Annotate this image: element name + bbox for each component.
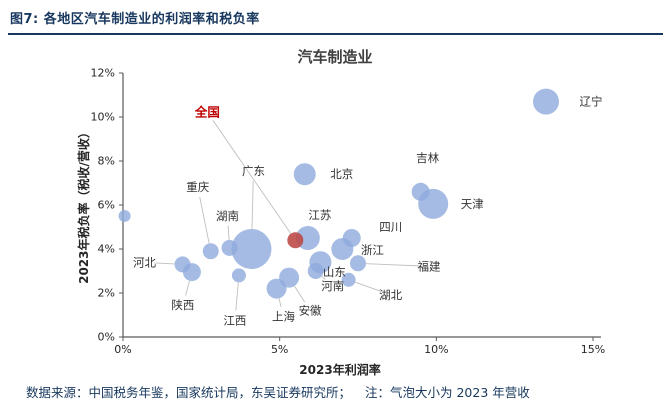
bubble-henan <box>307 263 324 279</box>
leader-line-fujian <box>365 263 420 267</box>
bubble-size-note: 注：气泡大小为 2023 年营收 <box>365 385 530 400</box>
label-jilin: 吉林 <box>416 151 439 165</box>
leader-line-jiangxi <box>235 282 239 311</box>
y-tick-label: 0% <box>98 331 115 344</box>
figure-header: 图7: 各地区汽车制造业的利润率和税负率 <box>8 6 663 35</box>
bubble-fujian <box>350 255 366 272</box>
label-jiangxi: 江西 <box>223 313 246 327</box>
label-zhejiang: 浙江 <box>361 243 384 257</box>
label-chongqing: 重庆 <box>186 180 209 194</box>
leader-line-guangdong <box>251 180 254 230</box>
label-henan: 河南 <box>321 279 344 293</box>
chart-title: 汽车制造业 <box>297 48 372 66</box>
leader-line-henan <box>321 275 326 280</box>
x-tick-label: 15% <box>581 343 605 356</box>
leader-line-chongqing <box>199 196 210 244</box>
label-fujian: 福建 <box>418 259 441 273</box>
leader-line-shaanxi <box>185 280 190 296</box>
y-tick-label: 4% <box>98 243 115 256</box>
y-tick-label: 6% <box>98 199 115 212</box>
leader-line-hunan <box>227 225 230 240</box>
leader-line-quanguo <box>212 120 292 234</box>
data-source-text: 数据来源：中国税务年鉴，国家统计局，东吴证券研究所； <box>26 385 352 400</box>
bubble-hubei <box>341 272 356 287</box>
y-tick-label: 8% <box>98 155 115 168</box>
label-tianjin: 天津 <box>461 197 484 211</box>
leader-line-anhui <box>294 285 306 303</box>
bubble-quanguo <box>287 232 304 249</box>
label-guangdong: 广东 <box>242 164 265 178</box>
y-tick-label: 10% <box>91 111 115 124</box>
bubble-jiangxi <box>231 268 246 283</box>
label-shanghai: 上海 <box>272 310 295 324</box>
y-axis-title: 2023年税负率（税收/营收） <box>76 126 91 284</box>
bubble-edge-small <box>118 210 131 222</box>
bubble-beijing <box>293 163 316 186</box>
x-tick-label: 10% <box>424 343 448 356</box>
bubble-hunan <box>221 239 238 256</box>
label-hubei: 湖北 <box>379 288 402 302</box>
bubble-sichuan <box>342 229 361 247</box>
label-jiangsu: 江苏 <box>308 208 331 222</box>
figure-title: 图7: 各地区汽车制造业的利润率和税负率 <box>10 12 260 27</box>
label-shaanxi: 陕西 <box>171 298 194 312</box>
leader-line-hebei <box>154 262 175 265</box>
label-sichuan: 四川 <box>379 220 402 234</box>
x-axis-title: 2023年利润率 <box>299 362 380 377</box>
label-liaoning: 辽宁 <box>580 95 603 109</box>
leader-line-hubei <box>355 281 382 292</box>
label-shandong: 山东 <box>323 265 346 279</box>
bubble-liaoning <box>533 88 559 115</box>
label-quanguo: 全国 <box>194 105 220 120</box>
bubble-guangdong <box>231 229 272 269</box>
figure-footer: 数据来源：中国税务年鉴，国家统计局，东吴证券研究所； 注：气泡大小为 2023 … <box>26 382 540 401</box>
x-tick-label: 5% <box>271 343 288 356</box>
label-anhui: 安徽 <box>299 304 322 318</box>
label-hunan: 湖南 <box>216 209 239 223</box>
bubble-anhui <box>279 267 300 288</box>
label-hebei: 河北 <box>133 255 156 269</box>
bubble-tianjin <box>418 188 449 219</box>
leader-line-shanghai <box>278 298 282 308</box>
label-beijing: 北京 <box>330 167 353 181</box>
bubble-shaanxi <box>182 263 201 282</box>
y-tick-label: 2% <box>98 287 115 300</box>
y-tick-label: 12% <box>91 67 115 80</box>
x-tick-label: 0% <box>114 343 131 356</box>
bubble-chongqing <box>202 243 219 260</box>
